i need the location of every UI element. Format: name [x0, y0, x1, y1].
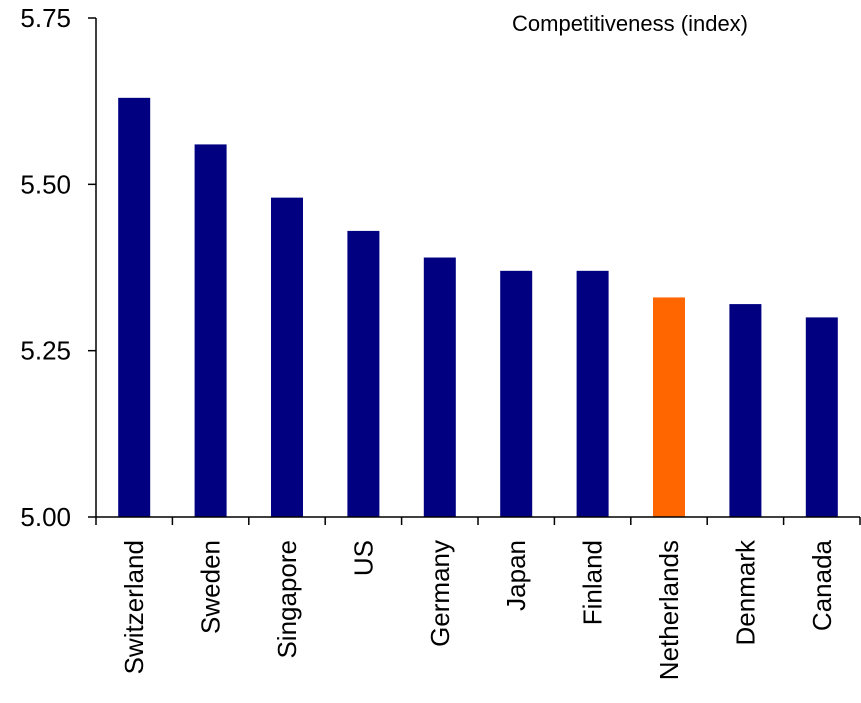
x-category-label: Sweden	[196, 540, 226, 634]
bar-us	[347, 230, 380, 517]
chart-legend-label: Competitiveness (index)	[512, 11, 748, 36]
bar-switzerland	[118, 97, 151, 517]
y-tick-label: 5.25	[20, 336, 71, 366]
bar-japan	[500, 270, 533, 517]
bar-germany	[423, 257, 456, 517]
y-tick-label: 5.75	[20, 3, 71, 33]
x-category-label: Finland	[578, 540, 608, 625]
bar-canada	[805, 317, 838, 517]
bars	[118, 97, 838, 517]
x-category-label: Germany	[425, 540, 455, 647]
x-axis-category-labels: Switzerland Sweden Singapore US Germany Japan…	[119, 539, 837, 680]
bar-denmark	[729, 304, 762, 517]
x-category-label: Canada	[807, 539, 837, 631]
y-axis-ticks	[88, 17, 96, 518]
x-category-label: US	[348, 540, 378, 576]
x-category-label: Singapore	[272, 540, 302, 659]
x-category-label: Switzerland	[119, 540, 149, 674]
y-axis-tick-labels: 5.00 5.25 5.50 5.75	[20, 3, 71, 532]
bar-finland	[576, 270, 609, 517]
x-category-label: Netherlands	[654, 540, 684, 680]
y-tick-label: 5.00	[20, 502, 71, 532]
x-category-label: Denmark	[730, 539, 760, 645]
y-tick-label: 5.50	[20, 169, 71, 199]
bar-sweden	[194, 144, 227, 517]
x-category-label: Japan	[501, 540, 531, 611]
bar-netherlands	[653, 297, 685, 517]
bar-singapore	[271, 197, 303, 517]
x-axis-ticks	[95, 517, 861, 525]
